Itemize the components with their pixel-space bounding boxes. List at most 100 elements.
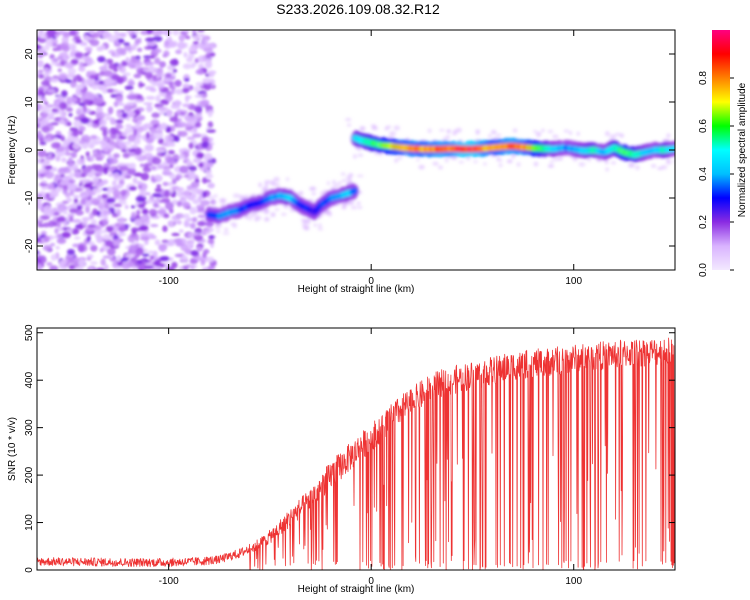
noise-speck: [84, 78, 95, 85]
noise-speck: [43, 235, 51, 243]
noise-speck: [191, 30, 197, 34]
ridge-halo-speck: [374, 152, 378, 155]
noise-speck: [69, 215, 74, 223]
ridge-halo-speck: [378, 153, 383, 156]
ridge-halo-speck: [547, 164, 555, 168]
ridge-halo-speck: [273, 183, 281, 186]
noise-speck: [120, 232, 127, 237]
noise-speck: [193, 85, 201, 93]
noise-speck: [85, 205, 90, 214]
noise-speck: [161, 142, 168, 147]
noise-speck: [129, 244, 138, 252]
ridge-halo-speck: [332, 180, 336, 185]
ridge-halo-speck: [512, 128, 518, 133]
noise-speck: [120, 189, 127, 197]
noise-speck: [163, 50, 170, 57]
noise-speck: [37, 158, 42, 164]
noise-speck: [72, 129, 80, 137]
colorbar-tick-label: 0.8: [698, 71, 709, 85]
noise-speck: [143, 123, 154, 128]
noise-speck: [207, 121, 214, 128]
snr-frame: [36, 327, 676, 571]
noise-speck: [108, 49, 116, 54]
ridge-core-point: [351, 187, 358, 195]
noise-speck: [38, 73, 45, 79]
ridge-halo-speck: [261, 208, 269, 212]
noise-speck: [68, 157, 73, 163]
noise-speck: [63, 138, 72, 146]
ridge-halo-speck: [628, 163, 635, 168]
noise-speck: [103, 162, 112, 168]
noise-speck: [125, 30, 134, 34]
noise-speck: [144, 46, 153, 50]
snr-y-label: SNR (10 * v/v): [7, 417, 18, 481]
noise-speck: [99, 139, 108, 146]
noise-speck: [125, 57, 130, 63]
ridge-halo-speck: [495, 134, 502, 137]
noise-speck: [169, 141, 176, 147]
ridge-halo-speck: [552, 158, 559, 161]
noise-speck: [189, 259, 199, 263]
noise-speck: [119, 165, 129, 172]
noise-speck: [48, 182, 55, 190]
noise-speck: [80, 95, 86, 102]
y-tick-label: -20: [24, 238, 35, 253]
noise-speck: [97, 75, 102, 83]
noise-speck: [44, 156, 55, 161]
noise-speck: [68, 113, 73, 117]
noise-speck: [179, 148, 184, 154]
noise-speck: [190, 181, 200, 188]
noise-speck: [64, 62, 74, 69]
ridge-halo-speck: [259, 210, 264, 213]
noise-speck: [59, 174, 65, 178]
ridge-halo-speck: [337, 181, 343, 184]
noise-speck: [104, 32, 112, 38]
ridge-halo-speck: [347, 123, 352, 127]
noise-speck: [174, 186, 185, 192]
noise-speck: [195, 106, 201, 114]
noise-speck: [117, 38, 125, 44]
noise-speck: [168, 81, 174, 89]
noise-speck: [104, 78, 112, 86]
ridge-halo-speck: [204, 228, 209, 234]
noise-speck: [37, 90, 42, 97]
noise-speck: [122, 72, 131, 77]
noise-speck: [67, 161, 74, 167]
noise-speck: [108, 63, 118, 70]
noise-speck: [164, 39, 170, 47]
noise-speck: [61, 36, 70, 44]
noise-speck: [145, 37, 155, 43]
noise-speck: [60, 259, 67, 266]
ridge-halo-speck: [345, 118, 352, 121]
noise-speck: [63, 57, 69, 62]
noise-speck: [136, 209, 141, 215]
noise-speck: [74, 266, 84, 270]
ridge-halo-speck: [356, 201, 361, 206]
ridge-halo-speck: [248, 217, 252, 221]
noise-speck: [108, 157, 119, 165]
noise-speck: [37, 237, 41, 243]
noise-speck: [59, 110, 66, 119]
noise-speck: [134, 58, 140, 64]
noise-speck: [108, 202, 114, 208]
ridge-halo-speck: [446, 135, 451, 138]
noise-speck: [133, 140, 141, 145]
ridge-halo-speck: [458, 161, 465, 164]
noise-speck: [208, 234, 215, 240]
spectrogram-x-ticks: -100 0 100: [159, 30, 583, 287]
noise-speck: [106, 247, 116, 256]
noise-speck: [62, 189, 69, 195]
noise-speck: [126, 117, 131, 121]
noise-speck: [164, 189, 171, 198]
noise-speck: [205, 104, 214, 112]
spectrogram-y-label: Frequency (Hz): [7, 116, 18, 185]
noise-speck: [144, 262, 153, 266]
noise-speck: [107, 173, 114, 177]
noise-speck: [172, 30, 180, 36]
noise-speck: [115, 122, 123, 129]
noise-speck: [183, 219, 190, 228]
ridge-halo-speck: [261, 187, 269, 191]
ridge-halo-speck: [473, 160, 478, 163]
noise-speck: [37, 192, 40, 198]
noise-speck: [73, 167, 79, 171]
